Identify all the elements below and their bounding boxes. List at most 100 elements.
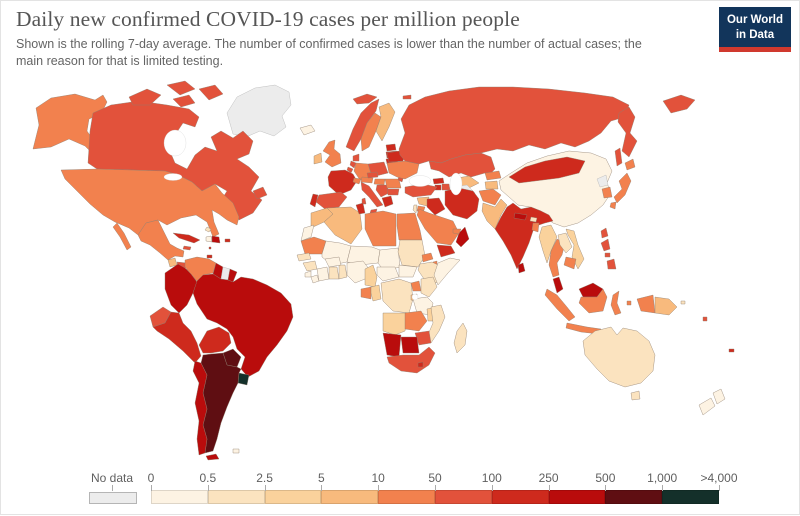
region-democratic-republic-of-congo[interactable]: Democratic Republic of Congo bbox=[380, 278, 414, 314]
region-czechia[interactable]: Czechia bbox=[366, 171, 379, 179]
region-denmark[interactable]: Denmark bbox=[352, 153, 360, 162]
region-bahamas[interactable]: Bahamas bbox=[204, 226, 212, 233]
owid-logo[interactable]: Our World in Data bbox=[718, 7, 791, 52]
region-estonia[interactable]: Estonia bbox=[385, 143, 397, 152]
region-canada-arctic-1[interactable]: Canada Arctic 1 bbox=[128, 88, 162, 106]
region-sumatra[interactable]: Sumatra bbox=[544, 288, 576, 322]
region-burkina-faso[interactable]: Burkina Faso bbox=[324, 256, 342, 268]
region-japan-hokkaido[interactable]: Japan Hokkaido bbox=[624, 158, 636, 171]
region-finland[interactable]: Finland bbox=[375, 102, 396, 142]
region-bulgaria[interactable]: Bulgaria bbox=[386, 188, 400, 196]
region-togo-and-benin[interactable]: Togo and Benin bbox=[338, 264, 348, 280]
region-ireland[interactable]: Ireland bbox=[313, 152, 323, 165]
region-trinidad-and-tobago[interactable]: Trinidad and Tobago bbox=[206, 254, 213, 259]
legend-bin-250-swatch[interactable] bbox=[548, 490, 606, 504]
region-georgia[interactable]: Georgia bbox=[432, 177, 445, 185]
legend-bin-50-swatch[interactable] bbox=[435, 490, 492, 504]
region-netherlands[interactable]: Netherlands bbox=[349, 160, 357, 169]
region-new-zealand-south-island[interactable]: New Zealand South Island bbox=[698, 397, 716, 416]
region-papua-new-guinea[interactable]: Papua New Guinea bbox=[654, 296, 678, 316]
region-kalimantan[interactable]: Kalimantan bbox=[578, 288, 608, 314]
region-mozambique[interactable]: Mozambique bbox=[426, 304, 446, 344]
region-uruguay[interactable]: Uruguay bbox=[237, 372, 250, 386]
region-united-arab-emirates[interactable]: United Arab Emirates bbox=[452, 228, 462, 235]
legend-bin-500-swatch[interactable] bbox=[605, 490, 663, 504]
region-svalbard[interactable]: Svalbard bbox=[352, 93, 378, 105]
region-dominican-republic[interactable]: Dominican Republic bbox=[211, 235, 221, 244]
region-liberia[interactable]: Liberia bbox=[310, 274, 320, 284]
region-canada-arctic-2[interactable]: Canada Arctic 2 bbox=[166, 80, 196, 96]
region-gabon[interactable]: Gabon bbox=[360, 286, 372, 300]
region-greenland[interactable]: Greenland bbox=[226, 84, 292, 138]
region-vietnam[interactable]: Vietnam bbox=[565, 228, 585, 270]
region-south-sudan[interactable]: South Sudan bbox=[398, 264, 418, 278]
region-saudi-arabia[interactable]: Saudi Arabia bbox=[416, 208, 460, 246]
region-uganda[interactable]: Uganda bbox=[410, 280, 422, 292]
region-myanmar[interactable]: Myanmar bbox=[538, 224, 558, 264]
region-mexico[interactable]: Mexico bbox=[137, 219, 185, 261]
region-australia[interactable]: Australia bbox=[582, 326, 656, 388]
region-france[interactable]: France bbox=[327, 169, 358, 196]
legend-bin-100-swatch[interactable] bbox=[491, 490, 549, 504]
region-philippines-visayas[interactable]: Philippines Visayas bbox=[604, 252, 611, 258]
region-kamchatka[interactable]: Kamchatka bbox=[617, 106, 638, 158]
region-norway[interactable]: Norway bbox=[345, 98, 380, 152]
region-cote-d-ivoire[interactable]: Cote d'Ivoire bbox=[316, 266, 330, 282]
region-senegal[interactable]: Senegal bbox=[296, 252, 312, 262]
region-madagascar[interactable]: Madagascar bbox=[453, 322, 468, 354]
region-philippines-mindanao[interactable]: Philippines Mindanao bbox=[606, 258, 617, 270]
region-venezuela[interactable]: Venezuela bbox=[184, 256, 217, 282]
region-united-states[interactable]: United States bbox=[60, 168, 240, 238]
region-central-african-republic[interactable]: Central African Republic bbox=[376, 266, 400, 282]
region-falkland-islands[interactable]: Falkland Islands bbox=[232, 448, 240, 454]
region-united-kingdom[interactable]: United Kingdom bbox=[322, 139, 342, 168]
region-malaysia[interactable]: Malaysia bbox=[552, 276, 564, 294]
region-portugal[interactable]: Portugal bbox=[309, 193, 319, 208]
region-laos[interactable]: Laos bbox=[557, 232, 573, 254]
region-sardinia[interactable]: Sardinia bbox=[361, 197, 367, 205]
region-maluku[interactable]: Maluku bbox=[626, 300, 632, 306]
region-japan-kyushu[interactable]: Japan Kyushu bbox=[609, 201, 617, 210]
region-west-papua[interactable]: West Papua bbox=[636, 294, 656, 314]
legend-bin-0-swatch[interactable] bbox=[151, 490, 208, 504]
region-tunisia[interactable]: Tunisia bbox=[355, 202, 366, 215]
region-philippines-luzon[interactable]: Philippines Luzon bbox=[600, 238, 611, 252]
region-namibia[interactable]: Namibia bbox=[382, 332, 402, 358]
region-taiwan[interactable]: Taiwan bbox=[600, 227, 609, 239]
region-cameroon[interactable]: Cameroon bbox=[364, 264, 378, 288]
region-chukotka[interactable]: Chukotka bbox=[662, 94, 696, 114]
region-bhutan[interactable]: Bhutan bbox=[529, 216, 538, 223]
region-india[interactable]: India bbox=[494, 202, 554, 270]
region-canada[interactable]: Canada bbox=[87, 100, 263, 221]
region-baja-california[interactable]: Baja California bbox=[112, 222, 132, 251]
region-israel[interactable]: Israel bbox=[412, 204, 418, 214]
region-argentina[interactable]: Argentina bbox=[200, 352, 242, 454]
region-franz-josef-land[interactable]: Franz Josef Land bbox=[402, 94, 412, 100]
region-iceland[interactable]: Iceland bbox=[299, 124, 316, 136]
region-iran[interactable]: Iran bbox=[444, 187, 480, 220]
region-kenya[interactable]: Kenya bbox=[420, 276, 438, 298]
region-western-sahara[interactable]: Western Sahara bbox=[300, 224, 315, 242]
region-fiji[interactable]: Fiji bbox=[728, 348, 735, 353]
region-peru[interactable]: Peru bbox=[152, 311, 202, 364]
region-new-zealand-north-island[interactable]: New Zealand North Island bbox=[712, 388, 726, 405]
region-hungary[interactable]: Hungary bbox=[373, 178, 386, 186]
region-azerbaijan[interactable]: Azerbaijan bbox=[441, 183, 451, 191]
region-solomon-islands[interactable]: Solomon Islands bbox=[680, 300, 686, 305]
region-mongolia[interactable]: Mongolia bbox=[508, 156, 586, 184]
region-pakistan[interactable]: Pakistan bbox=[481, 198, 508, 230]
legend-bin-5-swatch[interactable] bbox=[321, 490, 379, 504]
region-ghana[interactable]: Ghana bbox=[328, 266, 340, 280]
region-lesotho[interactable]: Lesotho bbox=[417, 361, 424, 368]
region-tasmania[interactable]: Tasmania bbox=[630, 390, 641, 401]
region-somalia[interactable]: Somalia bbox=[433, 257, 461, 286]
region-angola[interactable]: Angola bbox=[382, 312, 408, 336]
region-nepal[interactable]: Nepal bbox=[513, 212, 528, 221]
region-sudan[interactable]: Sudan bbox=[397, 239, 426, 268]
region-romania[interactable]: Romania bbox=[384, 178, 402, 189]
region-south-korea[interactable]: South Korea bbox=[601, 186, 613, 199]
region-russia[interactable]: Russia bbox=[398, 86, 630, 165]
legend-bin-25-swatch[interactable] bbox=[264, 490, 322, 504]
region-sulawesi[interactable]: Sulawesi bbox=[610, 290, 622, 316]
region-italy[interactable]: Italy bbox=[360, 181, 384, 208]
